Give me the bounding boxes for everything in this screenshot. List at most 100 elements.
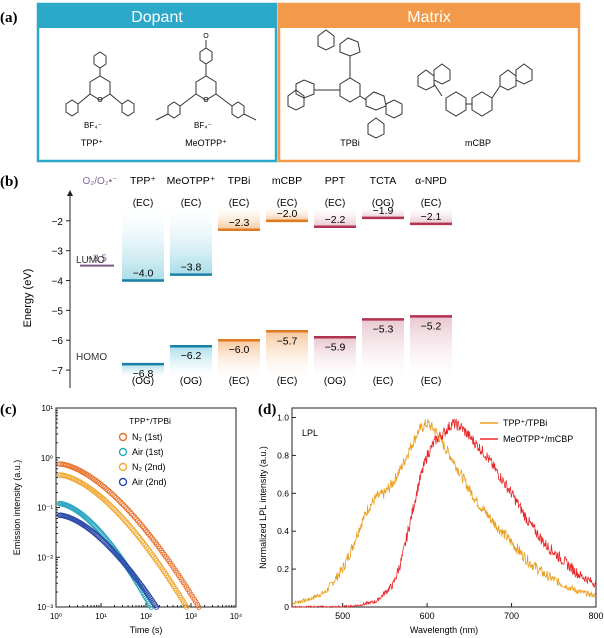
- lumo-value: −2.1: [421, 211, 442, 223]
- decay-series: [56, 472, 190, 610]
- homo-value: −5.2: [421, 320, 442, 332]
- decay-point: [196, 604, 202, 610]
- lpl-frame: [291, 407, 597, 608]
- homo-bar: [122, 364, 164, 378]
- x-tick-label: 10⁴: [230, 612, 243, 621]
- lpl-spectrum-plot: 500 600 700 800 0 0.2 0.4 0.6 0.8 1.0 Wavelength (…: [258, 407, 604, 635]
- y-tick-label: 10¹: [41, 404, 53, 413]
- legend-marker: [118, 477, 128, 487]
- decay-series: [56, 512, 160, 610]
- decay-plot: 10⁰ 10¹ 10² 10³ 10⁴ 10⁻³ 10⁻² 10⁻¹ 10⁰ 10¹ Time (s…: [12, 404, 243, 635]
- homo-source: (OG): [324, 376, 346, 387]
- energy-tick-label: −2: [52, 217, 64, 228]
- tpp-counterion: BF₄⁻: [84, 121, 102, 130]
- decay-point: [119, 501, 125, 507]
- decay-point: [113, 508, 120, 515]
- homo-source: (EC): [373, 376, 394, 387]
- decay-point: [115, 510, 121, 516]
- decay-xlabel: Time (s): [130, 625, 163, 635]
- homo-source: (EC): [229, 376, 250, 387]
- energy-column: TPP⁺ (EC) −4.0 −6.8(OG): [122, 175, 164, 387]
- decay-point: [118, 513, 124, 519]
- decay-point: [117, 499, 124, 505]
- decay-legend-title: TPP⁺/TPBi: [129, 416, 171, 426]
- legend-label: Air (2nd): [132, 477, 167, 487]
- panel-d-label: (d): [258, 402, 276, 418]
- decay-point: [106, 501, 113, 508]
- x-tick-label: 800: [588, 611, 603, 621]
- energy-column: MeOTPP⁺ (EC) −3.8 −6.2 (OG): [167, 175, 216, 387]
- x-tick-label: 700: [504, 611, 519, 621]
- lumo-value: −1.9: [373, 205, 394, 217]
- decay-point: [103, 486, 110, 492]
- tpbi-name: TPBi: [340, 138, 360, 148]
- energy-tick-label: −7: [52, 366, 64, 377]
- x-tick-label: 10⁰: [50, 612, 62, 621]
- legend-label: Air (1st): [132, 447, 164, 457]
- y-tick-label: 0.2: [277, 564, 289, 574]
- lumo-value: −2.0: [277, 208, 298, 220]
- energy-column: mCBP(EC)−2.0−5.7(EC): [266, 175, 308, 387]
- decay-point: [111, 506, 117, 512]
- homo-bar: [410, 316, 452, 378]
- decay-point: [127, 509, 133, 515]
- homo-source: (EC): [277, 376, 298, 387]
- lpl-xlabel: Wavelength (nm): [410, 625, 478, 635]
- redox-name: O₂/O₂•⁻: [83, 176, 118, 187]
- x-tick-label: 10³: [185, 612, 197, 621]
- column-name: TPP⁺: [130, 175, 156, 187]
- homo-value: −6.0: [229, 344, 250, 356]
- panel-b-label: (b): [0, 174, 18, 190]
- dopant-header: [38, 4, 276, 28]
- decay-point: [116, 497, 122, 504]
- lumo-source: (OG): [372, 198, 394, 209]
- tpp-structure: [65, 51, 135, 117]
- decay-point: [119, 515, 126, 521]
- lpl-ylabel: Normalized LPL intensity (a.u.): [258, 446, 268, 569]
- lumo-bar: [410, 207, 452, 224]
- decay-point: [124, 505, 130, 512]
- column-name: α-NPD: [415, 175, 447, 187]
- homo-label: HOMO: [76, 352, 107, 363]
- homo-bar: [170, 346, 212, 378]
- homo-source: (OG): [180, 376, 202, 387]
- y-tick-label: 1.0: [277, 412, 289, 422]
- homo-bar: [362, 319, 404, 378]
- column-name: MeOTPP⁺: [167, 175, 216, 187]
- decay-series: [56, 461, 202, 610]
- tpp-name: TPP⁺: [81, 138, 104, 148]
- y-tick-label: 10⁻¹: [37, 504, 53, 513]
- lumo-source: (EC): [133, 198, 154, 209]
- lumo-source: (EC): [421, 198, 442, 209]
- decay-point: [122, 504, 129, 510]
- lumo-value: −2.2: [325, 214, 346, 226]
- matrix-title: Matrix: [407, 9, 451, 26]
- meotpp-counterion: BF₄⁻: [194, 121, 212, 130]
- lumo-source: (EC): [181, 198, 202, 209]
- lumo-bar: [170, 207, 212, 275]
- energy-bars: O₂/O₂•⁻−3.5TPP⁺(EC)−4.0−6.8(OG)MeOTPP⁺(E…: [80, 175, 452, 387]
- column-name: TPBi: [228, 175, 251, 187]
- lumo-value: −4.0: [133, 268, 154, 280]
- lumo-label: LUMO: [76, 255, 105, 266]
- tpp-oxygen: O: [97, 97, 103, 104]
- decay-point: [109, 504, 116, 511]
- legend-marker: [118, 462, 128, 472]
- decay-point: [112, 507, 118, 514]
- tpbi-structure: [287, 29, 403, 139]
- decay-point: [125, 521, 131, 527]
- lumo-bar: [218, 207, 260, 230]
- meotpp-ome-top: O: [203, 33, 209, 40]
- energy-axis: −2 −3 −4 −5 −6 −7: [52, 190, 73, 388]
- meotpp-name: MeOTPP⁺: [185, 138, 227, 148]
- lumo-bar: [122, 207, 164, 281]
- column-name: PPT: [325, 175, 346, 187]
- column-name: mCBP: [272, 175, 302, 187]
- mcbp-structure: [417, 63, 533, 117]
- decay-point: [100, 483, 107, 490]
- energy-tick-label: −6: [52, 336, 64, 347]
- lumo-bar: [314, 207, 356, 227]
- redox-value: −3.5: [87, 254, 107, 265]
- homo-source: (EC): [421, 376, 442, 387]
